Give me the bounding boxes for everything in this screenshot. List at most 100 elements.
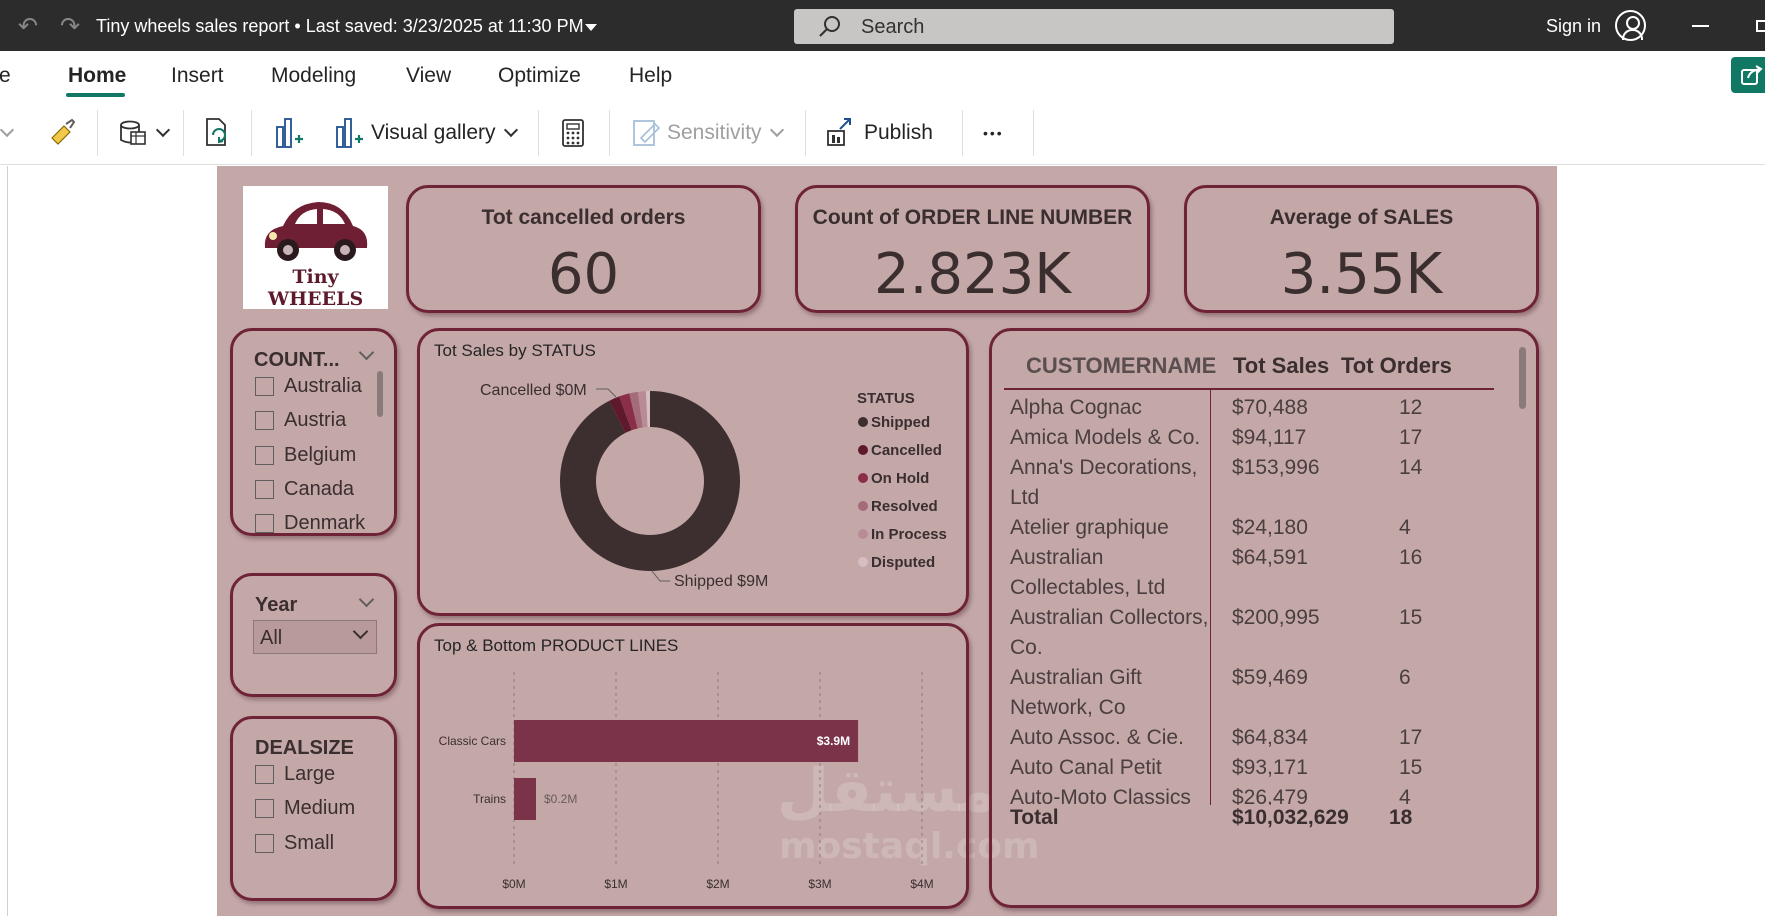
bar-chart-card[interactable]: Top & Bottom PRODUCT LINES $0M $1M $2M $3M $… — [417, 623, 969, 909]
table-row[interactable]: Auto-Moto ClassicsInc. $26,479 4 — [1004, 783, 1474, 805]
publish-icon — [827, 118, 851, 146]
column-header-tot-orders[interactable]: Tot Orders — [1341, 353, 1452, 378]
bar-trains[interactable] — [514, 778, 536, 820]
logo: Tiny WHEELS — [243, 186, 388, 310]
maximize-icon[interactable] — [1756, 20, 1765, 32]
paste-split-button[interactable] — [0, 113, 15, 153]
toolbar-separator — [805, 110, 806, 156]
checkbox[interactable] — [255, 834, 274, 853]
checkbox[interactable] — [255, 446, 274, 465]
dealsize-option[interactable]: Large — [255, 763, 335, 786]
more-options-button[interactable]: ••• — [983, 113, 1004, 153]
country-option[interactable]: Austria — [255, 409, 346, 432]
table-row[interactable]: Auto Assoc. & Cie. $64,834 17 — [1004, 723, 1474, 753]
kpi-card-cancelled-orders[interactable]: Tot cancelled orders 60 — [406, 185, 761, 313]
tab-file[interactable]: e — [0, 64, 11, 87]
table-row[interactable]: Anna's Decorations, Ltd $153,996 14 — [1004, 453, 1474, 513]
donut-chart-card[interactable]: Tot Sales by STATUS Cancelled $0M Shipped… — [417, 328, 969, 616]
search-box[interactable]: Search — [794, 9, 1394, 44]
column-header-customername[interactable]: CUSTOMERNAME — [1026, 353, 1217, 378]
donut-slice-shipped[interactable] — [560, 391, 740, 571]
refresh-button[interactable] — [203, 113, 233, 153]
donut-slice-on-hold[interactable] — [619, 393, 638, 431]
tab-modeling[interactable]: Modeling — [271, 64, 357, 87]
kpi-card-average-sales[interactable]: Average of SALES 3.55K — [1184, 185, 1539, 313]
cell-customer-name: Anna's Decorations, Ltd — [1010, 453, 1210, 513]
chevron-down-icon[interactable] — [358, 344, 375, 361]
cell-tot-sales: $94,117 — [1232, 426, 1307, 449]
country-option[interactable]: Denmark — [255, 512, 365, 535]
account-avatar-icon[interactable] — [1615, 10, 1646, 41]
chevron-down-icon[interactable] — [358, 591, 375, 608]
legend-item[interactable]: In Process — [871, 526, 947, 543]
visual-gallery-button[interactable]: Visual gallery — [333, 113, 518, 153]
tab-optimize[interactable]: Optimize — [498, 64, 581, 87]
chart-title: Top & Bottom PRODUCT LINES — [434, 636, 679, 655]
country-option[interactable]: Canada — [255, 478, 354, 501]
dealsize-option[interactable]: Medium — [255, 797, 355, 820]
table-scrollbar[interactable] — [1519, 347, 1526, 409]
get-data-button[interactable] — [118, 113, 171, 153]
checkbox[interactable] — [255, 765, 274, 784]
checkbox[interactable] — [255, 377, 274, 396]
column-header-tot-sales[interactable]: Tot Sales — [1233, 353, 1330, 378]
cell-tot-orders: 14 — [1399, 456, 1423, 479]
year-dropdown[interactable]: All — [253, 620, 377, 654]
legend-item[interactable]: Shipped — [871, 414, 930, 431]
tab-home[interactable]: Home — [68, 64, 127, 87]
legend-item[interactable]: Disputed — [871, 554, 935, 571]
donut-slice-resolved[interactable] — [629, 391, 643, 429]
table-row[interactable]: Australian Gift Network, Co $59,469 6 — [1004, 663, 1474, 723]
tab-view[interactable]: View — [406, 64, 452, 87]
dealsize-option[interactable]: Small — [255, 832, 334, 855]
checkbox[interactable] — [255, 514, 274, 533]
legend-item[interactable]: Resolved — [871, 498, 938, 515]
donut-slice-in-process[interactable] — [637, 391, 648, 428]
database-icon — [120, 120, 146, 145]
table-row[interactable]: Auto Canal Petit $93,171 15 — [1004, 753, 1474, 783]
tab-insert[interactable]: Insert — [171, 64, 224, 87]
table-row[interactable]: Australian Collectables, Ltd $64,591 16 — [1004, 543, 1474, 603]
donut-chart: Cancelled $0M Shipped $9M STATUS Shipped Can… — [480, 382, 947, 590]
checkbox[interactable] — [255, 799, 274, 818]
cell-text-line: Ltd — [1010, 486, 1040, 509]
country-option[interactable]: Belgium — [255, 444, 356, 467]
undo-icon[interactable]: ↶ — [17, 12, 39, 40]
sensitivity-button[interactable]: Sensitivity — [631, 113, 784, 153]
table-row[interactable]: Amica Models & Co. $94,117 17 — [1004, 423, 1474, 453]
minimize-icon[interactable] — [1692, 25, 1709, 27]
cell-text-line: Alpha Cognac — [1010, 396, 1142, 419]
kpi-card-order-line-count[interactable]: Count of ORDER LINE NUMBER 2.823K — [795, 185, 1150, 313]
car-logo-icon — [264, 202, 368, 261]
tab-help[interactable]: Help — [629, 64, 673, 87]
table-row[interactable]: Australian Collectors, Co. $200,995 15 — [1004, 603, 1474, 663]
title-dropdown-caret-icon[interactable] — [585, 24, 597, 31]
sign-in-link[interactable]: Sign in — [1546, 16, 1602, 36]
new-visual-button[interactable] — [273, 113, 305, 153]
active-tab-indicator — [66, 93, 125, 97]
slicer-header: Year — [255, 594, 298, 616]
legend-item[interactable]: On Hold — [871, 470, 929, 487]
table-row[interactable]: Atelier graphique $24,180 4 — [1004, 513, 1474, 543]
donut-slice-disputed[interactable] — [645, 391, 650, 428]
watermark-latin: mostaql.com — [779, 826, 1040, 867]
checkbox[interactable] — [255, 480, 274, 499]
share-button[interactable] — [1731, 57, 1765, 93]
checkbox[interactable] — [255, 411, 274, 430]
cell-text-line: Auto Assoc. & Cie. — [1010, 726, 1184, 749]
donut-slice-cancelled[interactable] — [609, 396, 632, 433]
toolbar-separator — [538, 110, 539, 156]
table-row[interactable]: Alpha Cognac $70,488 12 — [1004, 393, 1474, 423]
slicer-scrollbar[interactable] — [377, 371, 383, 417]
country-option[interactable]: Australia — [255, 375, 362, 398]
redo-icon[interactable]: ↷ — [59, 12, 81, 40]
format-painter-button[interactable] — [46, 113, 76, 153]
customer-table-card[interactable]: CUSTOMERNAME Tot Sales Tot Orders Alpha … — [989, 328, 1539, 908]
legend-item[interactable]: Cancelled — [871, 442, 942, 459]
toolbar-separator — [1033, 110, 1034, 156]
bar-classic-cars[interactable] — [514, 720, 859, 762]
calculator-button[interactable] — [560, 113, 586, 153]
option-label: Canada — [284, 478, 355, 500]
table-body[interactable]: Alpha Cognac $70,488 12 Amica Models & Co. $… — [1004, 393, 1474, 805]
publish-button[interactable]: Publish — [826, 113, 933, 153]
